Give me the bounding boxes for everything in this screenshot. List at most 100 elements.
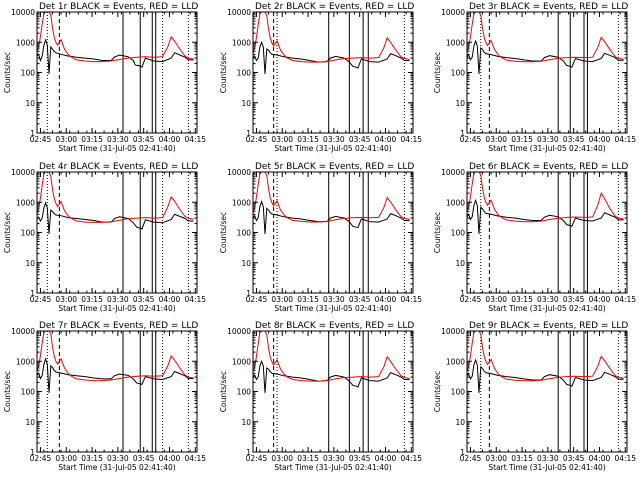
panel-title: Det 5r BLACK = Events, RED = LLD — [255, 162, 414, 172]
y-axis-label: Counts/sec — [3, 371, 12, 412]
xtick-label: 02:45 — [30, 454, 52, 463]
ytick-label: 10000 — [227, 168, 251, 177]
panel-det-9r: Det 9r BLACK = Events, RED = LLD 1 10 100 10… — [433, 321, 636, 472]
y-axis-label: Counts/sec — [219, 212, 228, 253]
xtick-label: 03:45 — [349, 295, 371, 304]
xtick-label: 03:45 — [349, 135, 371, 144]
ytick-label: 1 — [30, 289, 35, 298]
ytick-label: 100 — [21, 229, 36, 238]
xtick-label: 03:30 — [107, 295, 129, 304]
xtick-label: 03:00 — [271, 135, 293, 144]
panel-det-1r: Det 1r BLACK = Events, RED = LLD 1 10 100 10… — [3, 2, 206, 153]
xtick-label: 03:30 — [323, 295, 345, 304]
xtick-label: 03:45 — [563, 135, 585, 144]
ytick-label: 100 — [237, 69, 252, 78]
xtick-label: 03:00 — [485, 135, 507, 144]
y-axis-label: Counts/sec — [219, 371, 228, 412]
xtick-label: 04:00 — [589, 454, 611, 463]
series-events — [253, 359, 410, 393]
ytick-label: 10 — [241, 99, 251, 108]
xtick-label: 04:00 — [159, 295, 181, 304]
x-axis-label: Start Time (31-Jul-05 02:41:40) — [274, 463, 391, 472]
ytick-label: 1000 — [16, 198, 35, 207]
x-axis-label: Start Time (31-Jul-05 02:41:40) — [274, 304, 391, 313]
x-axis-label: Start Time (31-Jul-05 02:41:40) — [488, 304, 605, 313]
ytick-label: 100 — [451, 388, 466, 397]
x-axis-label: Start Time (31-Jul-05 02:41:40) — [274, 144, 391, 153]
series-lld — [467, 172, 624, 223]
series-lld — [253, 12, 410, 63]
xtick-label: 04:00 — [375, 135, 397, 144]
series-lld — [467, 12, 624, 63]
y-axis-label: Counts/sec — [219, 52, 228, 93]
panel-det-2r: Det 2r BLACK = Events, RED = LLD 1 10 100 10… — [219, 2, 422, 153]
xtick-label: 04:15 — [184, 295, 206, 304]
ytick-label: 10 — [455, 259, 465, 268]
panel-det-5r: Det 5r BLACK = Events, RED = LLD 1 10 100 10… — [219, 162, 422, 313]
xtick-label: 03:15 — [511, 135, 533, 144]
xtick-label: 04:00 — [159, 135, 181, 144]
xtick-label: 04:00 — [375, 295, 397, 304]
xtick-label: 03:30 — [323, 454, 345, 463]
ytick-label: 1000 — [16, 38, 35, 47]
series-events — [467, 358, 624, 393]
xtick-label: 04:15 — [184, 135, 206, 144]
ytick-label: 100 — [21, 69, 36, 78]
xtick-label: 04:15 — [400, 454, 422, 463]
panel-title: Det 8r BLACK = Events, RED = LLD — [255, 321, 414, 331]
ytick-label: 10 — [25, 99, 35, 108]
xtick-label: 03:45 — [563, 295, 585, 304]
xtick-label: 03:45 — [133, 454, 155, 463]
ytick-label: 100 — [237, 388, 252, 397]
ytick-label: 10000 — [11, 168, 35, 177]
ytick-label: 100 — [451, 69, 466, 78]
xtick-label: 03:00 — [55, 454, 77, 463]
y-axis-label: Counts/sec — [3, 212, 12, 253]
y-axis-label: Counts/sec — [433, 212, 442, 253]
series-lld — [467, 331, 624, 382]
series-events — [37, 201, 194, 234]
panel-title: Det 2r BLACK = Events, RED = LLD — [255, 2, 414, 12]
xtick-label: 03:15 — [297, 454, 319, 463]
xtick-label: 02:45 — [246, 135, 268, 144]
xtick-label: 03:45 — [349, 454, 371, 463]
xtick-label: 04:15 — [400, 295, 422, 304]
xtick-label: 02:45 — [30, 295, 52, 304]
plot-frame — [466, 171, 628, 294]
xtick-label: 03:30 — [107, 454, 129, 463]
xtick-label: 03:30 — [323, 135, 345, 144]
ytick-label: 1000 — [232, 198, 251, 207]
xtick-label: 02:45 — [30, 135, 52, 144]
ytick-label: 10000 — [11, 8, 35, 17]
plot-frame — [466, 330, 628, 453]
xtick-label: 03:30 — [107, 135, 129, 144]
xtick-label: 04:15 — [400, 135, 422, 144]
y-axis-label: Counts/sec — [433, 52, 442, 93]
y-axis-label: Counts/sec — [433, 371, 442, 412]
panel-title: Det 1r BLACK = Events, RED = LLD — [39, 2, 198, 12]
xtick-label: 03:45 — [133, 135, 155, 144]
ytick-label: 10 — [455, 418, 465, 427]
x-axis-label: Start Time (31-Jul-05 02:41:40) — [58, 304, 175, 313]
ytick-label: 1 — [246, 289, 251, 298]
xtick-label: 04:15 — [614, 295, 636, 304]
panel-det-4r: Det 4r BLACK = Events, RED = LLD 1 10 100 10… — [3, 162, 206, 313]
ytick-label: 10000 — [227, 8, 251, 17]
xtick-label: 03:30 — [537, 135, 559, 144]
series-events — [253, 40, 410, 74]
series-events — [467, 39, 624, 74]
ytick-label: 10000 — [441, 327, 465, 336]
xtick-label: 02:45 — [460, 135, 482, 144]
xtick-label: 03:00 — [271, 454, 293, 463]
ytick-label: 1 — [460, 448, 465, 457]
xtick-label: 03:45 — [563, 454, 585, 463]
ytick-label: 10 — [241, 418, 251, 427]
panel-title: Det 4r BLACK = Events, RED = LLD — [39, 162, 198, 172]
series-events — [37, 357, 194, 393]
ytick-label: 1000 — [232, 38, 251, 47]
ytick-label: 10000 — [227, 327, 251, 336]
xtick-label: 03:30 — [537, 454, 559, 463]
series-events — [37, 38, 194, 74]
panel-title: Det 3r BLACK = Events, RED = LLD — [469, 2, 628, 12]
xtick-label: 03:00 — [55, 295, 77, 304]
